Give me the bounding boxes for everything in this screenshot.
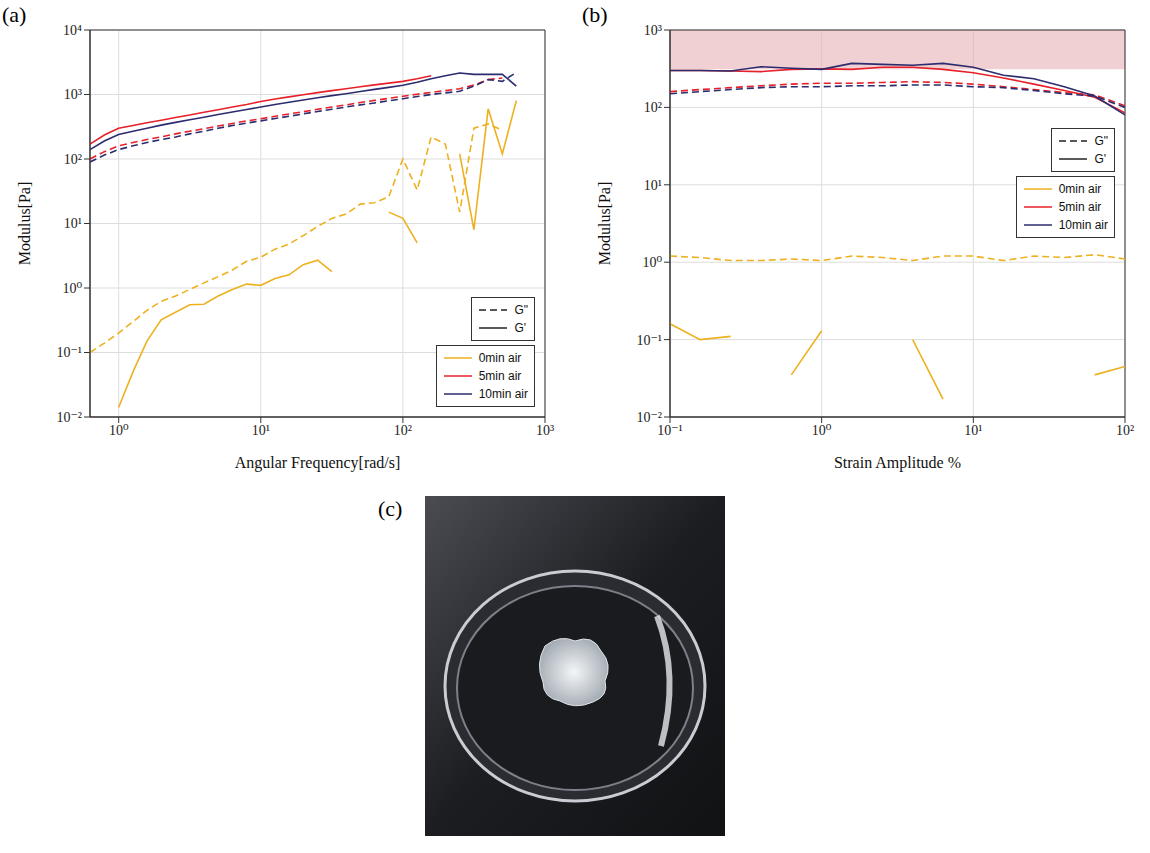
svg-text:10⁻¹: 10⁻¹	[56, 345, 82, 360]
svg-text:Angular Frequency[rad/s]: Angular Frequency[rad/s]	[235, 454, 401, 472]
svg-text:10¹: 10¹	[252, 423, 270, 438]
svg-text:10²: 10²	[1116, 423, 1134, 438]
svg-text:10⁻²: 10⁻²	[636, 410, 662, 425]
html-text:0min air: 0min air	[1058, 182, 1102, 196]
svg-text:10⁰: 10⁰	[642, 255, 662, 270]
html-text:0min air: 0min air	[478, 351, 522, 365]
svg-text:Modulus[Pa]: Modulus[Pa]	[16, 182, 33, 266]
html-text:10min air: 10min air	[1058, 218, 1108, 232]
svg-text:Strain Amplitude %: Strain Amplitude %	[834, 454, 961, 472]
svg-text:10³: 10³	[64, 87, 82, 102]
svg-text:10³: 10³	[536, 423, 554, 438]
html-text:G": G"	[514, 303, 528, 317]
html-text:5min air: 5min air	[1058, 200, 1102, 214]
svg-text:10³: 10³	[644, 23, 662, 38]
svg-text:10⁴: 10⁴	[63, 23, 82, 38]
html-text:(a): (a)	[2, 2, 27, 27]
svg-text:10²: 10²	[644, 100, 662, 115]
html-text:(b): (b)	[582, 2, 608, 27]
svg-text:10²: 10²	[394, 423, 412, 438]
html-text:G': G'	[1094, 152, 1106, 166]
svg-text:10⁰: 10⁰	[812, 423, 832, 438]
svg-text:10⁻¹: 10⁻¹	[636, 333, 662, 348]
html-text:5min air: 5min air	[478, 369, 522, 383]
html-text:G': G'	[514, 321, 526, 335]
html-text:10min air: 10min air	[478, 387, 528, 401]
svg-text:10¹: 10¹	[644, 178, 662, 193]
html-text:G": G"	[1094, 134, 1108, 148]
svg-text:10⁰: 10⁰	[62, 281, 82, 296]
svg-text:10²: 10²	[64, 152, 82, 167]
html-text:(c): (c)	[378, 496, 403, 521]
svg-text:10⁰: 10⁰	[109, 423, 129, 438]
svg-text:10¹: 10¹	[964, 423, 982, 438]
svg-text:10⁻²: 10⁻²	[56, 410, 82, 425]
svg-text:10¹: 10¹	[64, 216, 82, 231]
svg-text:Modulus[Pa]: Modulus[Pa]	[596, 182, 613, 266]
svg-text:10⁻¹: 10⁻¹	[657, 423, 683, 438]
